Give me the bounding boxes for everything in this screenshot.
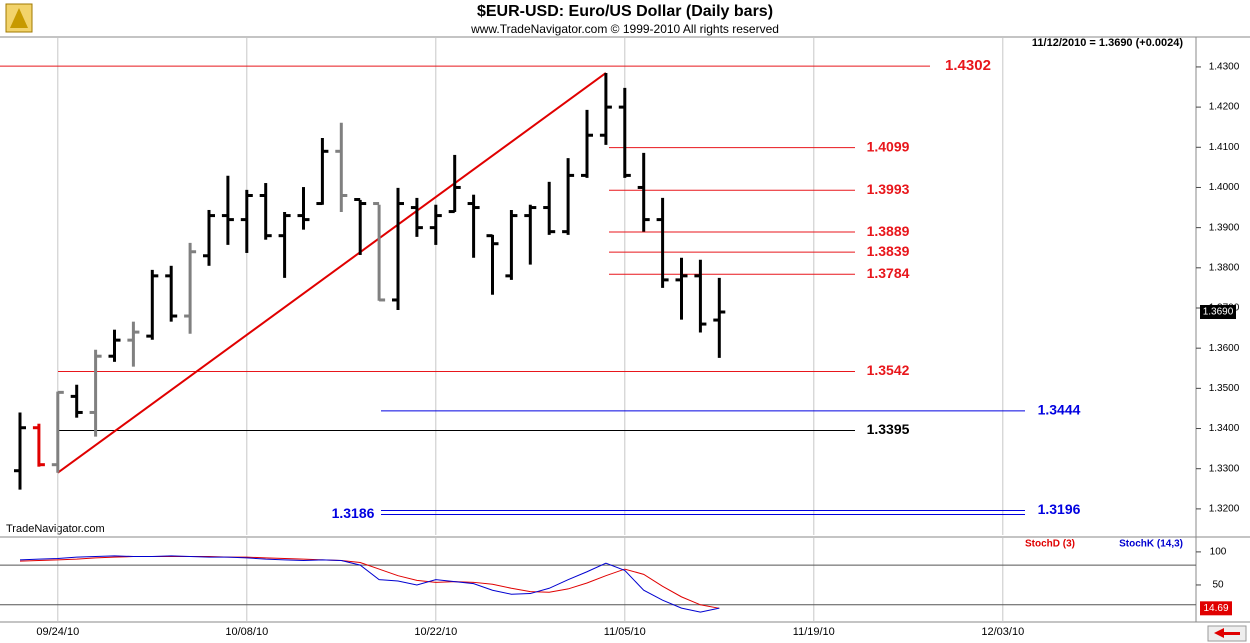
level-label: 1.3993: [867, 181, 910, 197]
level-label: 1.3889: [867, 223, 910, 239]
last-price-box: [1200, 305, 1236, 320]
last-value-box: [1200, 601, 1232, 616]
x-tick-label: 11/19/10: [793, 626, 835, 638]
level-label: 1.4302: [945, 57, 991, 74]
y-tick-label: 1.4300: [1209, 62, 1240, 73]
watermark: TradeNavigator.com: [6, 523, 105, 535]
level-label: 1.3444: [1038, 402, 1081, 418]
level-label: 1.3542: [867, 362, 910, 378]
y-tick-label: 50: [1212, 580, 1224, 591]
y-tick-label: 1.4000: [1209, 182, 1240, 193]
logo: [5, 3, 33, 33]
level-label: 1.4099: [867, 138, 910, 154]
chart-subtitle: www.TradeNavigator.com © 1999-2010 All r…: [470, 22, 779, 36]
header-note: 11/12/2010 = 1.3690 (+0.0024): [1032, 37, 1183, 49]
stoch-line: [19, 555, 720, 613]
x-tick-label: 12/03/10: [981, 626, 1024, 638]
y-tick-label: 1.3300: [1209, 463, 1240, 474]
x-tick-label: 10/22/10: [414, 626, 457, 638]
trend-line: [57, 72, 607, 474]
y-tick-label: 100: [1210, 547, 1227, 558]
last-price-label: 1.3690: [1203, 307, 1234, 318]
y-tick-label: 1.3800: [1209, 262, 1240, 273]
level-label: 1.3196: [1038, 501, 1081, 517]
legend-entry: StochK (14,3): [1119, 539, 1183, 550]
legend-entry: StochD (3): [1025, 539, 1075, 550]
y-tick-label: 1.3200: [1209, 504, 1240, 515]
level-label: 1.3186: [332, 505, 375, 521]
y-tick-label: 1.3900: [1209, 222, 1240, 233]
x-tick-label: 11/05/10: [604, 626, 646, 638]
y-tick-label: 1.4100: [1209, 142, 1240, 153]
x-tick-label: 10/08/10: [225, 626, 268, 638]
scroll-arrow[interactable]: [1207, 625, 1247, 642]
last-value-label: 14.69: [1203, 603, 1228, 614]
level-label: 1.3395: [867, 421, 910, 437]
x-tick-label: 09/24/10: [36, 626, 79, 638]
chart-title: $EUR-USD: Euro/US Dollar (Daily bars): [477, 3, 773, 20]
y-tick-label: 1.3500: [1209, 383, 1240, 394]
level-label: 1.3839: [867, 243, 910, 259]
y-tick-label: 1.3600: [1209, 343, 1240, 354]
level-label: 1.3784: [867, 265, 910, 281]
y-tick-label: 1.3400: [1209, 423, 1240, 434]
y-tick-label: 1.4200: [1209, 102, 1240, 113]
